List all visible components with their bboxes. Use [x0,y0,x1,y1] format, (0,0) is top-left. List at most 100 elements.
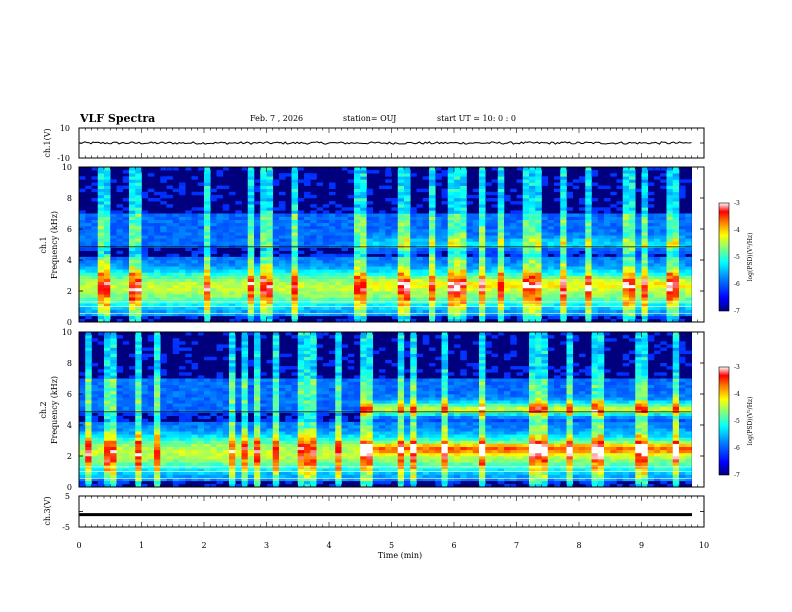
spectrogram-cell [404,207,411,211]
spectrogram-cell [354,303,361,307]
spectrogram-cell [179,446,186,451]
spectrogram-cell [166,216,174,220]
spectrogram-cell [447,176,455,180]
spectrogram-cell [404,297,411,301]
spectrogram-cell [147,297,155,301]
spectrogram-cell [416,306,424,310]
spectrogram-cell [479,188,486,193]
spectrogram-cell [85,366,92,370]
spectrogram-cell [491,222,499,227]
spectrogram-cell [460,284,467,289]
spectrogram-cell [679,191,686,196]
spectrogram-cell [454,284,461,289]
spectrogram-cell [185,381,192,385]
spectrogram-cell [191,266,199,270]
spectrogram-cell [329,216,336,220]
spectrogram-cell [266,210,274,214]
spectrogram-cell [535,179,542,183]
spectrogram-cell [416,244,424,248]
spectrogram-cell [191,381,199,385]
spectrogram-cell [666,263,674,267]
spectrogram-cell [272,232,280,236]
spectrogram-cell [541,263,549,267]
spectrogram-cell [604,247,611,251]
spectrogram-cell [254,266,261,270]
spectrogram-cell [241,409,249,413]
spectrogram-cell [547,225,555,230]
spectrogram-cell [672,182,680,186]
spectrogram-cell [679,275,686,279]
spectrogram-cell [210,397,217,401]
spectrogram-cell [285,291,292,295]
spectrogram-cell [372,247,380,251]
spectrogram-cell [604,219,611,224]
spectrogram-cell [135,182,142,186]
spectrogram-cell [197,275,205,279]
spectrogram-cell [229,446,236,451]
spectrogram-cell [310,284,317,289]
spectrogram-cell [660,179,667,183]
spectrogram-cell [497,185,505,189]
spectrogram-cell [91,384,99,389]
spectrogram-cell [241,303,249,307]
spectrogram-cell [485,309,492,313]
spectrogram-cell [166,219,174,224]
spectrogram-cell [666,210,674,214]
spectrogram-cell [272,219,280,224]
spectrogram-cell [247,303,255,307]
spectrogram-cell [97,256,105,261]
spectrogram-cell [272,235,280,239]
spectrogram-cell [179,284,186,289]
spectrogram-cell [122,446,130,451]
spectrogram-cell [466,275,474,279]
spectrogram-cell [141,250,149,255]
spectrogram-cell [366,191,374,196]
spectrogram-cell [122,443,130,447]
spectrogram-cell [429,222,436,227]
spectrogram-cell [297,278,305,282]
spectrogram-cell [116,431,124,435]
spectrogram-cell [322,287,330,292]
spectrogram-cell [441,272,449,276]
spectrogram-cell [135,281,142,286]
spectrogram-cell [566,191,574,196]
spectrogram-cell [647,229,655,233]
spectrogram-cell [379,306,386,310]
spectrogram-cell [285,260,292,264]
spectrogram-cell [229,415,236,420]
spectrogram-cell [366,238,374,242]
spectrogram-cell [154,287,161,292]
spectrogram-cell [179,412,186,416]
spectrogram-cell [210,356,217,361]
spectrogram-cell [166,409,174,413]
spectrogram-cell [85,312,92,317]
spectrogram-cell [279,306,286,310]
spectrogram-cell [110,216,117,220]
spectrogram-cell [341,303,349,307]
spectrogram-cell [235,303,242,307]
spectrogram-cell [529,318,536,323]
spectrogram-cell [422,269,430,273]
spectrogram-cell [585,216,592,220]
spectrogram-cell [235,456,242,460]
spectrogram-cell [185,303,192,307]
spectrogram-cell [535,263,542,267]
spectrogram-cell [385,297,392,301]
spectrogram-cell [79,294,86,298]
spectrogram-cell [104,235,111,239]
spectrogram-cell [541,287,549,292]
spectrogram-cell [122,291,130,295]
spectrogram-cell [422,294,430,298]
spectrogram-cell [129,468,136,472]
spectrogram-cell [522,167,530,171]
spectrogram-cell [229,366,236,370]
spectrogram-cell [204,428,211,432]
spectrogram-cell [485,275,492,279]
spectrogram-cell [535,275,542,279]
spectrogram-cell [116,250,124,255]
spectrogram-cell [291,244,299,248]
spectrogram-cell [135,431,142,435]
spectrogram-cell [597,303,605,307]
spectrogram-cell [441,170,449,174]
